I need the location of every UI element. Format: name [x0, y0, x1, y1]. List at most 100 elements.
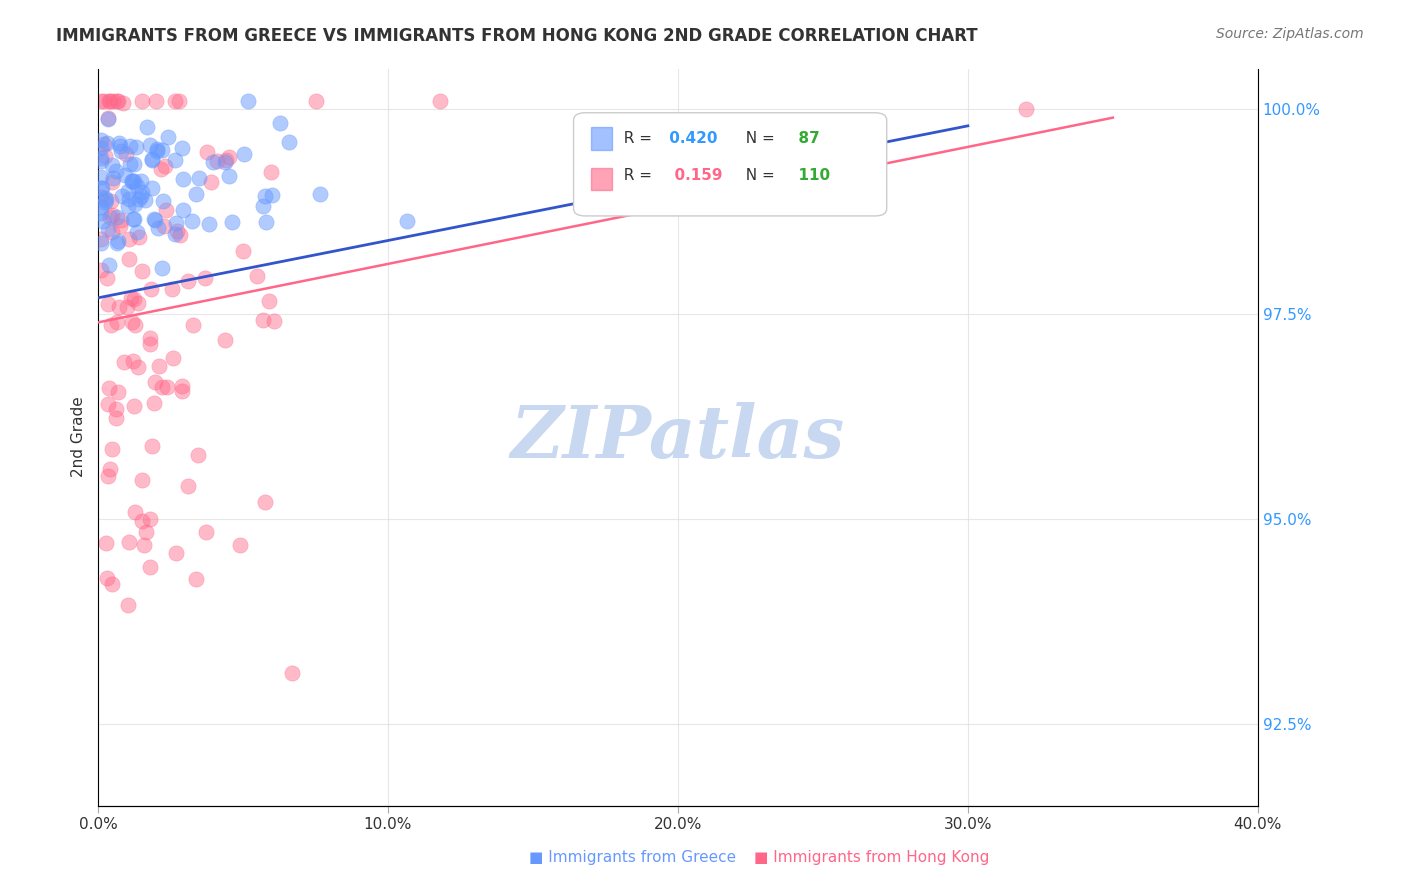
Point: [236, 95, 259, 109]
Point: [114, 169, 136, 183]
Point: [124, 157, 146, 171]
Point: [90, 232, 112, 246]
Point: [172, 203, 194, 218]
Point: [138, 560, 160, 574]
Point: [187, 448, 209, 462]
Point: [141, 153, 163, 167]
Point: [117, 300, 139, 314]
Point: [122, 174, 145, 188]
Point: [136, 120, 159, 135]
Point: [131, 95, 153, 109]
Point: [128, 192, 150, 206]
Point: [105, 315, 128, 329]
Point: [254, 495, 277, 509]
Point: [107, 136, 129, 150]
Point: [105, 95, 128, 109]
Point: [107, 95, 129, 109]
Point: [100, 318, 122, 333]
Point: [121, 353, 143, 368]
Point: [101, 95, 124, 109]
Point: [90, 206, 112, 220]
Point: [115, 147, 138, 161]
Point: [231, 244, 253, 259]
Point: [90, 151, 112, 165]
Text: 110: 110: [789, 168, 831, 183]
Point: [257, 294, 280, 309]
Text: 87: 87: [789, 131, 820, 146]
Point: [98, 211, 121, 225]
Point: [105, 411, 128, 425]
Point: [118, 139, 141, 153]
Point: [200, 175, 222, 189]
Point: [96, 571, 118, 585]
Point: [135, 524, 157, 539]
Point: [269, 116, 291, 130]
Point: [172, 378, 194, 392]
Point: [90, 95, 112, 109]
Text: 0.420: 0.420: [664, 131, 717, 146]
Point: [98, 462, 121, 476]
Point: [139, 137, 162, 152]
Point: [90, 133, 112, 147]
Point: [91, 181, 114, 195]
Point: [252, 199, 274, 213]
Point: [118, 252, 141, 267]
Point: [124, 505, 146, 519]
Point: [97, 396, 120, 410]
Point: [141, 152, 163, 166]
Point: [131, 264, 153, 278]
Point: [108, 138, 131, 153]
Point: [177, 479, 200, 493]
Point: [131, 185, 153, 199]
Point: [254, 189, 277, 203]
Point: [112, 95, 135, 110]
Text: R =: R =: [614, 131, 657, 146]
Point: [134, 193, 156, 207]
Point: [188, 170, 211, 185]
Point: [281, 666, 304, 681]
Point: [96, 193, 118, 207]
Point: [395, 214, 418, 228]
Point: [176, 274, 198, 288]
Point: [97, 297, 120, 311]
Point: [90, 169, 112, 184]
Point: [214, 333, 236, 347]
Point: [121, 174, 143, 188]
Point: [143, 396, 166, 410]
Point: [105, 210, 128, 224]
Point: [129, 189, 152, 203]
Point: [108, 300, 131, 314]
Point: [117, 199, 139, 213]
Point: [152, 194, 174, 209]
Point: [101, 577, 124, 591]
Point: [153, 219, 176, 234]
Point: [150, 143, 173, 157]
Point: [202, 154, 225, 169]
Point: [195, 524, 218, 539]
Point: [91, 213, 114, 227]
Point: [195, 145, 218, 159]
Point: [155, 159, 177, 173]
Point: [308, 186, 330, 201]
Point: [97, 112, 120, 126]
Bar: [591, 168, 612, 190]
Point: [100, 158, 122, 172]
Point: [101, 208, 124, 222]
Text: ■ Immigrants from Hong Kong: ■ Immigrants from Hong Kong: [754, 850, 990, 865]
Point: [121, 174, 143, 188]
Point: [118, 157, 141, 171]
Point: [94, 191, 117, 205]
Point: [118, 232, 141, 246]
Point: [165, 216, 187, 230]
Point: [162, 351, 184, 365]
Point: [198, 217, 221, 231]
Text: 0.159: 0.159: [664, 168, 723, 183]
Text: ■ Immigrants from Greece: ■ Immigrants from Greece: [529, 850, 737, 865]
Point: [165, 95, 187, 109]
Point: [107, 236, 129, 251]
Point: [215, 153, 238, 167]
Point: [125, 140, 148, 154]
Point: [194, 271, 217, 285]
Point: [150, 379, 173, 393]
Y-axis label: 2nd Grade: 2nd Grade: [72, 397, 86, 477]
